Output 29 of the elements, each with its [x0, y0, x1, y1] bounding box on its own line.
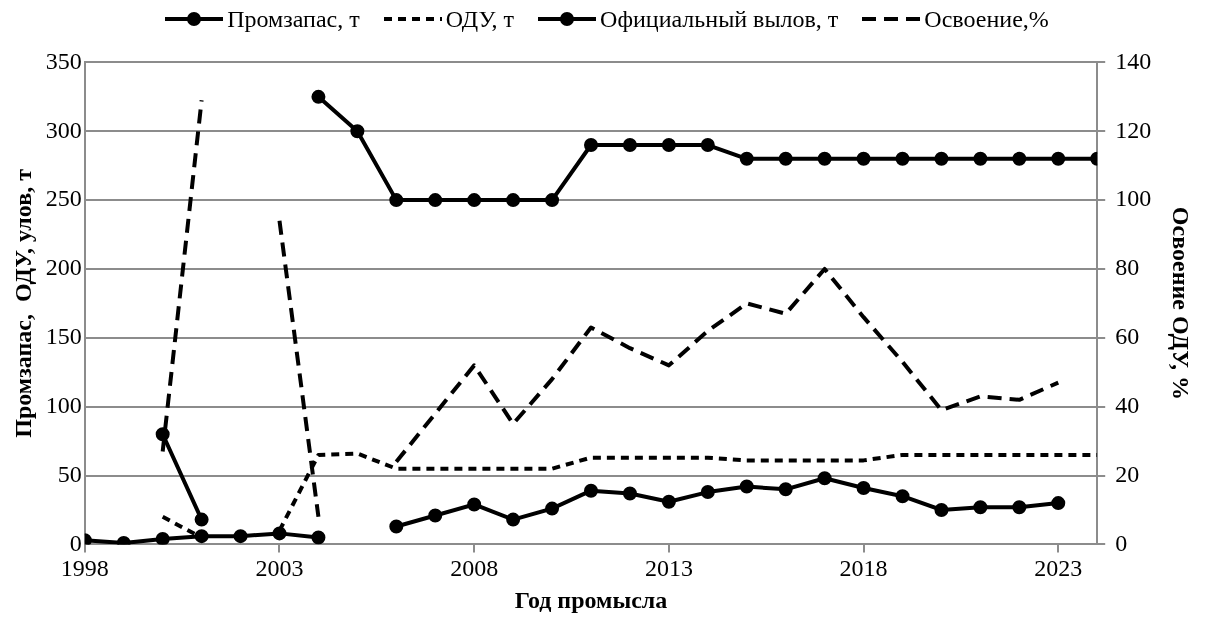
x-tick-label: 2018 — [839, 555, 888, 582]
y-tick-label: 250 — [45, 185, 82, 212]
y2-tick-label: 120 — [1115, 116, 1152, 143]
y2-tick-label: 60 — [1115, 323, 1140, 350]
legend-label: Промзапас, т — [227, 5, 360, 33]
x-tick-label: 2008 — [450, 555, 499, 582]
y-tick-label: 300 — [45, 116, 82, 143]
legend-label: ОДУ, т — [445, 5, 515, 33]
x-tick-label: 1998 — [60, 555, 109, 582]
y2-tick-label: 40 — [1115, 391, 1140, 418]
y2-tick-label: 80 — [1115, 254, 1140, 281]
y-tick-label: 100 — [45, 391, 82, 418]
y2-tick-label: 20 — [1115, 460, 1140, 487]
y-tick-label: 350 — [45, 47, 82, 74]
y-tick-label: 0 — [69, 529, 82, 556]
y-tick-label: 150 — [45, 323, 82, 350]
y2-tick-label: 140 — [1115, 47, 1152, 74]
x-tick-label: 2023 — [1034, 555, 1083, 582]
y2-axis-title: Освоение ОДУ, % — [1168, 206, 1195, 400]
x-axis-title: Год промысла — [514, 586, 668, 613]
x-tick-label: 2003 — [255, 555, 304, 582]
x-tick-label: 2013 — [644, 555, 693, 582]
y2-tick-label: 0 — [1115, 529, 1128, 556]
legend-label: Освоение,% — [924, 5, 1049, 33]
y2-tick-label: 100 — [1115, 185, 1152, 212]
y-axis-title: Промзапас, ОДУ, улов, т — [9, 168, 36, 438]
y-tick-label: 200 — [45, 254, 82, 281]
y-tick-label: 50 — [57, 460, 82, 487]
legend-label: Официальный вылов, т — [600, 5, 839, 33]
